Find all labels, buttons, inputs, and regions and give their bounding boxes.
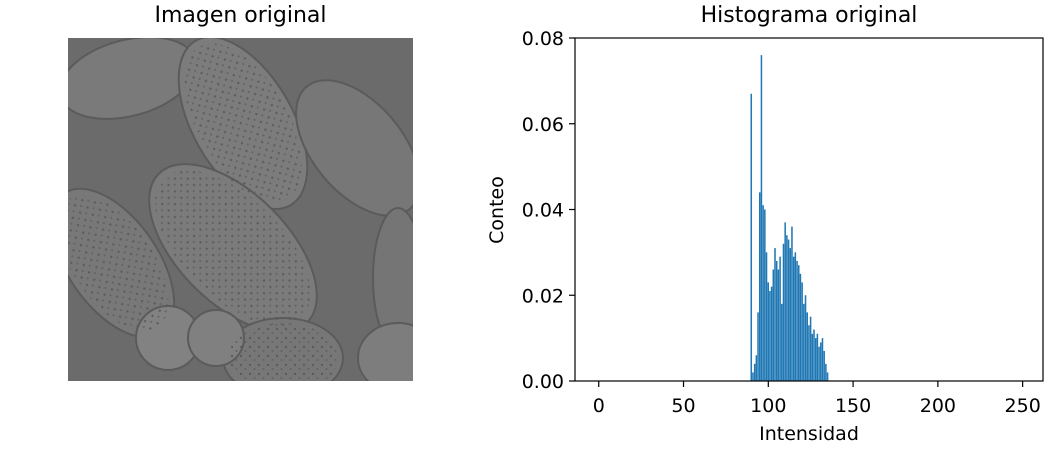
histogram-bar	[806, 312, 808, 381]
histogram-bar	[755, 355, 758, 381]
histogram-bar	[757, 312, 759, 381]
image-title: Imagen original	[154, 3, 327, 28]
histogram-bar	[804, 295, 807, 381]
x-tick-label: 150	[835, 395, 871, 417]
histogram-bar	[775, 260, 778, 381]
histogram-bar	[772, 269, 775, 381]
histogram-bar	[814, 338, 817, 381]
histogram-bar	[803, 303, 805, 381]
histogram-bar	[782, 243, 785, 381]
histogram-bar	[823, 350, 825, 381]
y-tick-label: 0.08	[522, 28, 564, 50]
x-axis: 0 50 100 150 200 250	[593, 381, 1041, 417]
y-axis-label: Conteo	[486, 176, 508, 244]
x-tick-label: 0	[593, 395, 605, 417]
histogram-bar	[801, 282, 803, 381]
histogram-bar	[820, 342, 822, 381]
histogram-bar	[787, 239, 790, 381]
chart-title: Histograma original	[700, 3, 918, 28]
histogram-bar	[752, 372, 754, 381]
histogram-bars	[750, 55, 829, 382]
histogram-bar	[791, 226, 793, 381]
histogram-bar	[769, 290, 771, 381]
histogram-bar	[816, 333, 819, 381]
x-tick-label: 50	[671, 395, 695, 417]
histogram-bar	[792, 256, 795, 381]
x-tick-label: 250	[1005, 395, 1041, 417]
histogram-bar	[813, 329, 815, 381]
histogram-bar	[767, 282, 769, 381]
histogram-bar	[826, 372, 829, 381]
histogram-bar	[779, 256, 781, 381]
histogram-bar	[794, 252, 797, 381]
histogram-bar	[796, 260, 798, 381]
y-tick-label: 0.00	[522, 371, 564, 393]
histogram-bar	[797, 265, 800, 381]
histogram-bar	[753, 363, 756, 381]
histogram-bar	[760, 55, 763, 382]
histogram-bar	[762, 205, 764, 381]
histogram-bar	[825, 363, 827, 381]
histogram-bar	[789, 248, 792, 381]
histogram-bar	[808, 325, 810, 381]
histogram-bar	[821, 338, 824, 381]
histogram-bar	[758, 192, 761, 381]
histogram-bar	[781, 303, 783, 381]
histogram-bar	[818, 346, 820, 381]
original-grayscale-image	[68, 38, 413, 381]
histogram-bar	[770, 286, 773, 381]
y-tick-label: 0.06	[522, 114, 564, 136]
y-axis: 0.00 0.02 0.04 0.06 0.08	[522, 28, 575, 393]
histogram-bar	[809, 316, 812, 381]
x-tick-label: 200	[920, 395, 956, 417]
y-tick-label: 0.02	[522, 285, 564, 307]
histogram-bar	[811, 333, 814, 381]
x-tick-label: 100	[750, 395, 786, 417]
histogram-bar	[765, 252, 768, 381]
histogram-bar	[764, 209, 766, 381]
histogram-bar	[777, 269, 780, 381]
y-tick-label: 0.04	[522, 200, 564, 222]
histogram-bar	[786, 235, 788, 381]
histogram-bar	[750, 93, 753, 382]
histogram-bar	[799, 273, 802, 381]
histogram-bar	[784, 222, 786, 381]
histogram-bar	[774, 248, 776, 381]
x-axis-label: Intensidad	[759, 423, 859, 445]
